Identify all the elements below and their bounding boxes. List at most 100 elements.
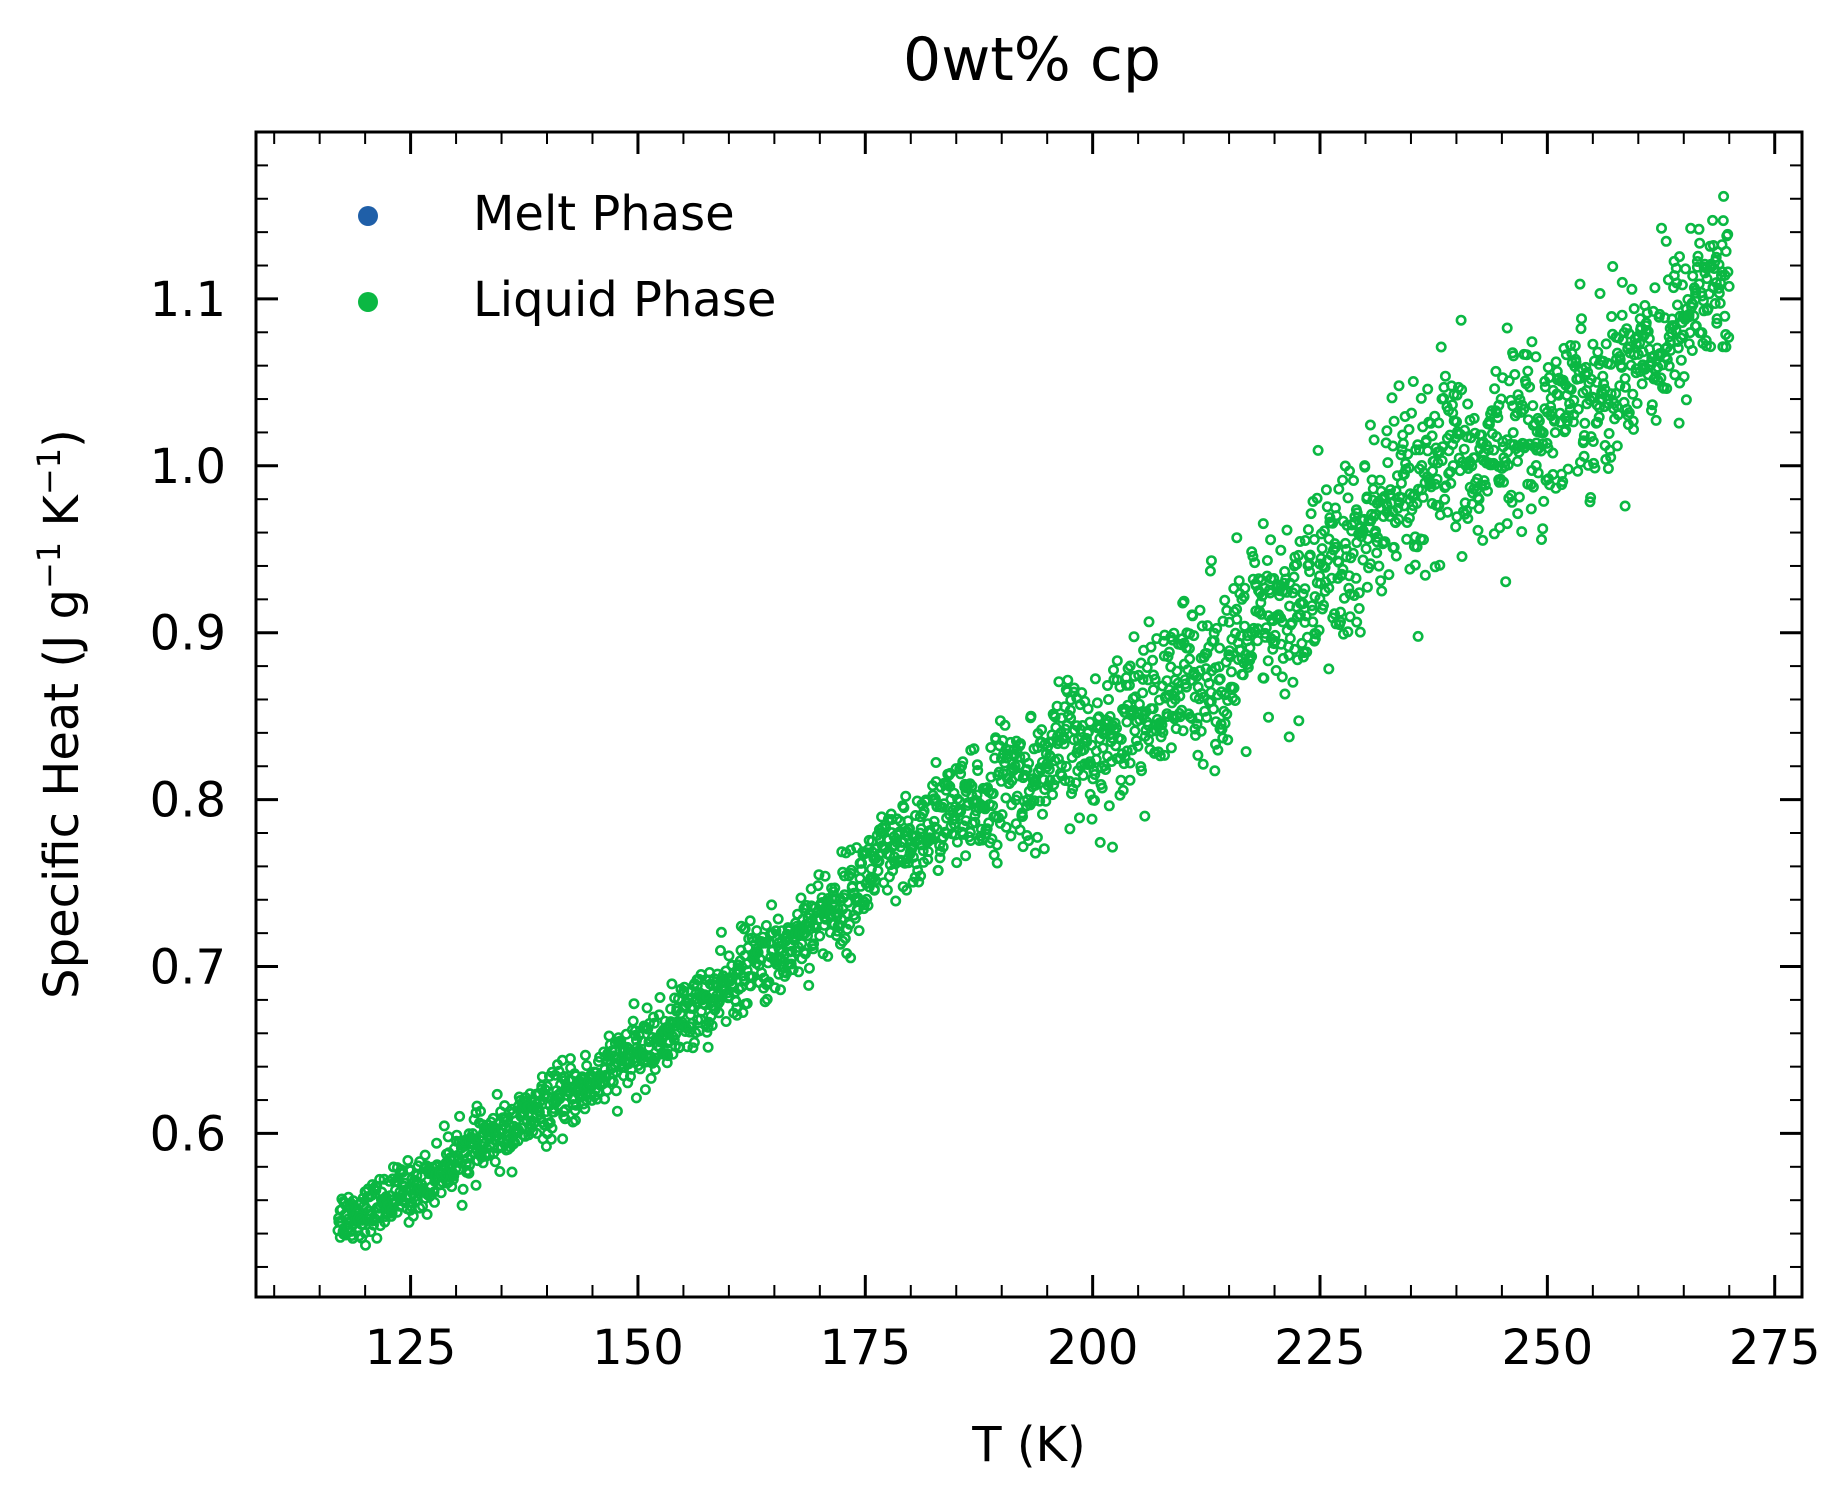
data-point-liquid-phase [1594, 287, 1606, 299]
data-point-liquid-phase [1709, 297, 1721, 309]
data-point-liquid-phase [1680, 263, 1692, 275]
data-point-liquid-phase [1065, 712, 1077, 724]
data-point-liquid-phase [1656, 222, 1668, 234]
data-point-liquid-phase [456, 1199, 468, 1211]
data-point-liquid-phase [1561, 415, 1573, 427]
data-point-liquid-phase [1174, 690, 1186, 702]
data-point-liquid-phase [951, 836, 963, 848]
data-point-liquid-phase [1286, 617, 1298, 629]
data-point-liquid-phase [1147, 654, 1159, 666]
data-point-liquid-phase [1697, 295, 1709, 307]
data-point-liquid-phase [1249, 557, 1261, 569]
data-point-liquid-phase [1669, 369, 1681, 381]
data-point-liquid-phase [1445, 477, 1457, 489]
y-axis-label-main: Specific Heat (J g [34, 589, 90, 999]
legend-label-melt-phase: Melt Phase [473, 186, 735, 242]
data-point-liquid-phase [1701, 273, 1713, 285]
data-point-liquid-phase [1257, 518, 1269, 530]
data-point-liquid-phase [856, 857, 868, 869]
data-point-liquid-phase [1592, 416, 1604, 428]
data-point-liquid-phase [1368, 434, 1380, 446]
data-point-liquid-phase [1362, 533, 1374, 545]
data-point-liquid-phase [1194, 604, 1206, 616]
data-point-liquid-phase [1607, 260, 1619, 272]
data-point-liquid-phase [1616, 309, 1628, 321]
data-point-liquid-phase [1255, 597, 1267, 609]
data-point-liquid-phase [1361, 581, 1373, 593]
data-point-liquid-phase [1640, 317, 1652, 329]
data-point-liquid-phase [1139, 810, 1151, 822]
x-tick-label: 225 [1274, 1320, 1366, 1376]
data-point-liquid-phase [1616, 361, 1628, 373]
data-point-liquid-phase [972, 764, 984, 776]
data-point-liquid-phase [1204, 565, 1216, 577]
data-point-liquid-phase [1434, 559, 1446, 571]
data-point-liquid-phase [799, 948, 811, 960]
data-point-liquid-phase [999, 719, 1011, 731]
data-point-liquid-phase [1089, 794, 1101, 806]
data-point-liquid-phase [1565, 383, 1577, 395]
data-point-liquid-phase [769, 982, 781, 994]
data-point-liquid-phase [1719, 310, 1731, 322]
data-point-liquid-phase [1710, 277, 1722, 289]
data-point-liquid-phase [1447, 460, 1459, 472]
data-point-liquid-phase [1717, 215, 1729, 227]
data-point-liquid-phase [1530, 351, 1542, 363]
data-point-liquid-phase [1354, 626, 1366, 638]
data-point-liquid-phase [1260, 622, 1272, 634]
data-point-liquid-phase [819, 870, 831, 882]
data-point-liquid-phase [1281, 586, 1293, 598]
data-point-liquid-phase [419, 1149, 431, 1161]
data-point-liquid-phase [1068, 682, 1080, 694]
data-point-liquid-phase [890, 895, 902, 907]
data-point-liquid-phase [968, 743, 980, 755]
data-point-liquid-phase [548, 1106, 560, 1118]
data-point-liquid-phase [463, 1159, 475, 1171]
data-point-liquid-phase [1320, 484, 1332, 496]
data-point-liquid-phase [1578, 450, 1590, 462]
data-point-liquid-phase [1382, 457, 1394, 469]
data-point-liquid-phase [1509, 368, 1521, 380]
data-point-liquid-phase [1512, 455, 1524, 467]
data-point-liquid-phase [1376, 585, 1388, 597]
data-point-liquid-phase [1302, 524, 1314, 536]
data-point-liquid-phase [1082, 703, 1094, 715]
data-point-liquid-phase [1395, 477, 1407, 489]
data-point-liquid-phase [1316, 543, 1328, 555]
data-point-liquid-phase [648, 1017, 660, 1029]
data-point-liquid-phase [922, 846, 934, 858]
data-point-liquid-phase [1137, 673, 1149, 685]
data-point-liquid-phase [1335, 606, 1347, 618]
data-point-liquid-phase [1014, 751, 1026, 763]
data-point-liquid-phase [1473, 502, 1485, 514]
data-point-liquid-phase [1005, 736, 1017, 748]
data-point-liquid-phase [1136, 765, 1148, 777]
data-point-liquid-phase [1687, 298, 1699, 310]
data-point-liquid-phase [1299, 583, 1311, 595]
data-point-liquid-phase [687, 1042, 699, 1054]
data-point-liquid-phase [1269, 629, 1281, 641]
data-point-liquid-phase [1224, 645, 1236, 657]
data-point-liquid-phase [1383, 569, 1395, 581]
data-point-liquid-phase [1663, 360, 1675, 372]
data-point-liquid-phase [1130, 735, 1142, 747]
data-point-liquid-phase [367, 1219, 379, 1231]
data-point-liquid-phase [1083, 726, 1095, 738]
data-point-liquid-phase [1028, 795, 1040, 807]
data-point-liquid-phase [1247, 550, 1259, 562]
y-tick-label: 0.6 [150, 1106, 226, 1162]
data-point-liquid-phase [1228, 682, 1240, 694]
data-point-liquid-phase [1053, 676, 1065, 688]
data-point-liquid-phase [1472, 524, 1484, 536]
data-point-liquid-phase [1673, 417, 1685, 429]
data-point-liquid-phase [1374, 474, 1386, 486]
data-point-liquid-phase [643, 1041, 655, 1053]
data-point-liquid-phase [1619, 500, 1631, 512]
data-point-liquid-phase [713, 1007, 725, 1019]
data-point-liquid-phase [642, 1023, 654, 1035]
data-point-liquid-phase [706, 1019, 718, 1031]
data-point-liquid-phase [989, 752, 1001, 764]
data-point-liquid-phase [1605, 451, 1617, 463]
data-point-liquid-phase [1636, 378, 1648, 390]
data-point-liquid-phase [1650, 414, 1662, 426]
